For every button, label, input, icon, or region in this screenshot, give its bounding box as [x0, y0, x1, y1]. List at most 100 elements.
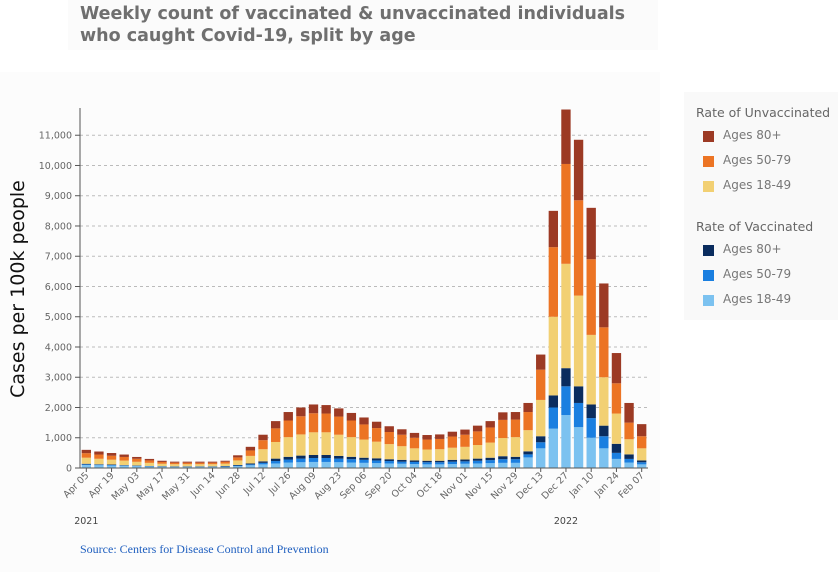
- legend-item-unvax-80: Ages 80+: [696, 123, 830, 148]
- bar-segment-5: [485, 427, 495, 443]
- bar-segment-1: [346, 462, 357, 468]
- bar-segment-5: [106, 455, 117, 460]
- bar-segment-3: [81, 463, 91, 465]
- bar-segment-6: [611, 353, 622, 384]
- bar-segment-5: [447, 436, 458, 448]
- bar-segment-5: [132, 458, 142, 462]
- bar-segment-5: [195, 462, 205, 465]
- y-tick-label: 8,000: [45, 221, 72, 232]
- bar-segment-2: [422, 462, 432, 465]
- bar-segment-4: [182, 464, 192, 467]
- bar-segment-6: [220, 460, 230, 462]
- bar-segment-1: [283, 462, 293, 468]
- bar-segment-4: [296, 434, 306, 456]
- bar-segment-2: [485, 460, 495, 464]
- bar-segment-4: [586, 334, 596, 405]
- legend-item-vax-18: Ages 18-49: [696, 287, 813, 312]
- bar-segment-4: [611, 413, 622, 444]
- bar-segment-5: [435, 438, 445, 450]
- bar-segment-1: [258, 464, 268, 468]
- x-tick-label: Sep 06: [338, 470, 369, 501]
- bar-segment-5: [245, 450, 256, 456]
- bar-segment-5: [586, 259, 596, 335]
- bar-segment-5: [233, 457, 243, 461]
- bar-segment-3: [472, 458, 483, 461]
- x-tick-label: Aug 23: [312, 470, 344, 502]
- bar-segment-4: [447, 447, 458, 460]
- bar-segment-6: [498, 412, 508, 420]
- x-tick-label: Dec 27: [540, 470, 571, 501]
- legend-label: Ages 50-79: [723, 153, 792, 167]
- bar-segment-4: [624, 439, 634, 455]
- bar-segment-3: [233, 464, 243, 466]
- bar-segment-6: [81, 449, 91, 454]
- legend-swatch: [703, 270, 714, 281]
- y-tick-label: 7,000: [45, 252, 72, 263]
- bar-segment-5: [220, 461, 230, 464]
- bar-segment-4: [422, 449, 432, 461]
- bar-segment-3: [245, 463, 256, 465]
- bar-segment-5: [561, 163, 571, 264]
- bar-segment-4: [371, 441, 382, 459]
- legend-label: Ages 50-79: [723, 267, 792, 281]
- x-tick-label: Nov 15: [464, 470, 496, 502]
- bar-segment-4: [94, 458, 104, 465]
- bar-segment-4: [498, 438, 508, 457]
- bar-segment-2: [346, 459, 357, 463]
- bar-segment-1: [371, 463, 382, 468]
- bar-segment-4: [384, 444, 394, 460]
- bar-segment-3: [359, 457, 369, 460]
- bar-segment-6: [472, 425, 483, 432]
- x-tick-label: Aug 09: [287, 470, 319, 502]
- bar-segment-4: [144, 462, 155, 466]
- bar-segment-4: [258, 449, 268, 462]
- legend-item-vax-50: Ages 50-79: [696, 262, 813, 287]
- bar-segment-3: [561, 368, 571, 387]
- legend-swatch: [703, 181, 714, 192]
- bar-segment-1: [472, 463, 483, 468]
- bar-segment-1: [81, 464, 91, 468]
- y-tick-label: 5,000: [45, 312, 72, 323]
- bar-segment-5: [624, 422, 634, 440]
- year-label: 2021: [74, 516, 98, 527]
- bar-segment-5: [258, 440, 268, 450]
- bar-segment-4: [119, 460, 129, 466]
- bar-segment-2: [106, 464, 117, 466]
- bar-segment-4: [81, 457, 91, 464]
- bar-segment-4: [233, 460, 243, 465]
- bar-segment-5: [548, 247, 559, 317]
- bar-segment-5: [207, 462, 218, 465]
- bar-segment-4: [460, 446, 470, 460]
- y-tick-label: 3,000: [45, 373, 72, 384]
- bar-segment-2: [548, 407, 559, 429]
- bar-segment-3: [435, 460, 445, 463]
- bar-segment-1: [334, 462, 344, 468]
- bar-segment-5: [573, 200, 584, 296]
- y-axis-label: Cases per 100k people: [7, 180, 29, 398]
- bar-segment-2: [586, 418, 596, 438]
- bar-segment-6: [435, 434, 445, 439]
- bar-segment-2: [81, 464, 91, 465]
- bar-segment-1: [561, 415, 571, 468]
- bar-segment-6: [94, 451, 104, 455]
- bar-segment-3: [447, 459, 458, 462]
- bar-segment-6: [637, 424, 647, 437]
- legend-panel: [684, 92, 838, 320]
- bar-segment-1: [169, 466, 180, 468]
- y-tick-label: 4,000: [45, 342, 72, 353]
- bar-segment-3: [523, 451, 533, 455]
- bar-segment-2: [510, 459, 521, 463]
- bar-segment-2: [308, 458, 319, 462]
- bar-segment-5: [384, 432, 394, 445]
- bar-segment-1: [207, 466, 218, 468]
- legend-vaccinated: Rate of Vaccinated Ages 80+ Ages 50-79 A…: [696, 219, 813, 312]
- bar-segment-4: [397, 446, 407, 460]
- bar-segment-4: [359, 439, 369, 458]
- y-tick-label: 0: [66, 464, 72, 475]
- bar-segment-5: [94, 454, 104, 459]
- bar-segment-5: [296, 416, 306, 435]
- bar-segment-4: [548, 316, 559, 396]
- x-tick-label: May 31: [160, 470, 192, 502]
- bar-segment-1: [523, 457, 533, 468]
- bar-segment-3: [536, 436, 546, 443]
